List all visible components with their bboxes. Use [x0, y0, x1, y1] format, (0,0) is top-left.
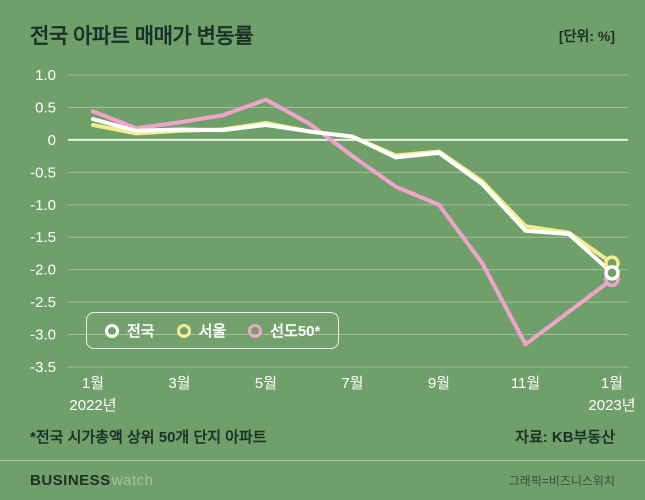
svg-text:0: 0 [48, 132, 56, 149]
svg-text:3월: 3월 [168, 375, 190, 392]
brand-primary: BUSINESS [30, 472, 111, 489]
credit-label: 그래픽=비즈니스워치 [508, 474, 615, 488]
svg-text:2023년: 2023년 [588, 397, 635, 414]
chart-legend: 전국 서울 선도50* [86, 312, 340, 349]
legend-label: 선도50* [270, 323, 321, 340]
svg-text:-2.5: -2.5 [30, 294, 56, 311]
svg-text:11월: 11월 [511, 375, 540, 392]
svg-text:2022년: 2022년 [69, 397, 116, 414]
legend-item: 전국 [105, 320, 155, 341]
svg-text:-1.5: -1.5 [30, 229, 56, 246]
svg-text:1.0: 1.0 [35, 67, 56, 84]
line-chart: 1.0 0.5 0 -0.5 -1.0 -1.5 -2.0 -2.5 -3.0 -3.5 1월 3월 5… [30, 67, 635, 414]
brand-secondary: watch [111, 472, 154, 489]
legend-label: 서울 [198, 323, 227, 340]
svg-text:1월: 1월 [82, 375, 104, 392]
legend-marker-icon [248, 323, 263, 338]
svg-text:-3.0: -3.0 [30, 327, 56, 344]
svg-text:1월: 1월 [601, 375, 623, 392]
svg-text:-3.5: -3.5 [30, 359, 56, 376]
footnote-label: *전국 시가총액 상위 50개 단지 아파트 [30, 429, 267, 446]
page-title: 전국 아파트 매매가 변동률 [30, 25, 254, 48]
brand-logo: BUSINESSwatch [30, 472, 153, 489]
footer-bar: BUSINESSwatch 그래픽=비즈니스워치 [0, 460, 645, 500]
legend-marker-icon [105, 323, 119, 338]
footnote-row: *전국 시가총액 상위 50개 단지 아파트 자료: KB부동산 [30, 426, 615, 447]
legend-label: 전국 [127, 323, 155, 340]
svg-text:0.5: 0.5 [35, 99, 56, 116]
svg-text:-1.0: -1.0 [30, 197, 56, 214]
svg-text:-0.5: -0.5 [30, 164, 56, 181]
legend-item: 서울 [176, 320, 227, 341]
svg-text:-2.0: -2.0 [30, 262, 56, 279]
svg-text:5월: 5월 [255, 375, 277, 392]
svg-text:7월: 7월 [341, 375, 363, 392]
header: 전국 아파트 매매가 변동률 [단위: %] [30, 20, 615, 50]
unit-label: [단위: %] [558, 28, 615, 44]
legend-item: 선도50* [248, 320, 320, 341]
legend-marker-icon [176, 323, 191, 338]
svg-text:9월: 9월 [428, 375, 450, 392]
source-label: 자료: KB부동산 [515, 429, 615, 446]
